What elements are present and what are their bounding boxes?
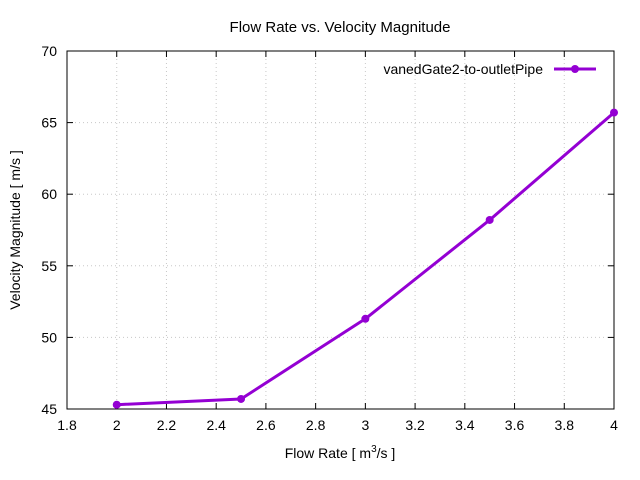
x-tick-label: 4	[610, 417, 618, 433]
x-axis-label-superscript: 3	[371, 444, 377, 455]
y-axis: 45 50 55 60 65 70	[41, 43, 614, 417]
y-tick-label: 45	[41, 401, 57, 417]
data-point	[112, 400, 121, 409]
x-axis: 1.8 2 2.2 2.4 2.6 2.8 3 3.2 3.4 3.6 3.8 4	[57, 51, 618, 433]
data-point	[361, 314, 370, 323]
plot-frame	[66, 50, 615, 410]
x-tick-label: 2.8	[306, 417, 326, 433]
x-axis-label: Flow Rate [ m3/s ]	[285, 444, 396, 461]
y-tick-label: 55	[41, 258, 57, 274]
x-tick-label: 3.4	[455, 417, 475, 433]
data-point	[485, 215, 494, 224]
grid	[67, 51, 614, 409]
y-tick-label: 60	[41, 186, 57, 202]
x-tick-label: 3	[361, 417, 369, 433]
x-tick-label: 3.8	[555, 417, 575, 433]
x-axis-label-main: Flow Rate [ m	[285, 445, 371, 461]
series-group	[112, 108, 618, 409]
x-tick-label: 2.2	[157, 417, 177, 433]
x-tick-label: 3.6	[505, 417, 525, 433]
x-axis-label-end: /s ]	[377, 445, 396, 461]
y-tick-label: 70	[41, 43, 57, 59]
x-tick-label: 2.4	[206, 417, 226, 433]
legend-marker	[571, 65, 579, 73]
chart-title: Flow Rate vs. Velocity Magnitude	[230, 19, 451, 36]
legend-label: vanedGate2-to-outletPipe	[383, 61, 543, 77]
x-tick-label: 2	[113, 417, 121, 433]
series-line	[116, 111, 615, 407]
legend: vanedGate2-to-outletPipe	[383, 61, 596, 77]
data-point	[610, 108, 618, 117]
x-tick-label: 2.6	[256, 417, 276, 433]
data-point	[237, 394, 246, 403]
y-axis-label: Velocity Magnitude [ m/s ]	[7, 150, 23, 310]
y-tick-label: 65	[41, 115, 57, 131]
x-tick-label: 1.8	[57, 417, 77, 433]
y-tick-label: 50	[41, 329, 57, 345]
x-tick-label: 3.2	[405, 417, 425, 433]
